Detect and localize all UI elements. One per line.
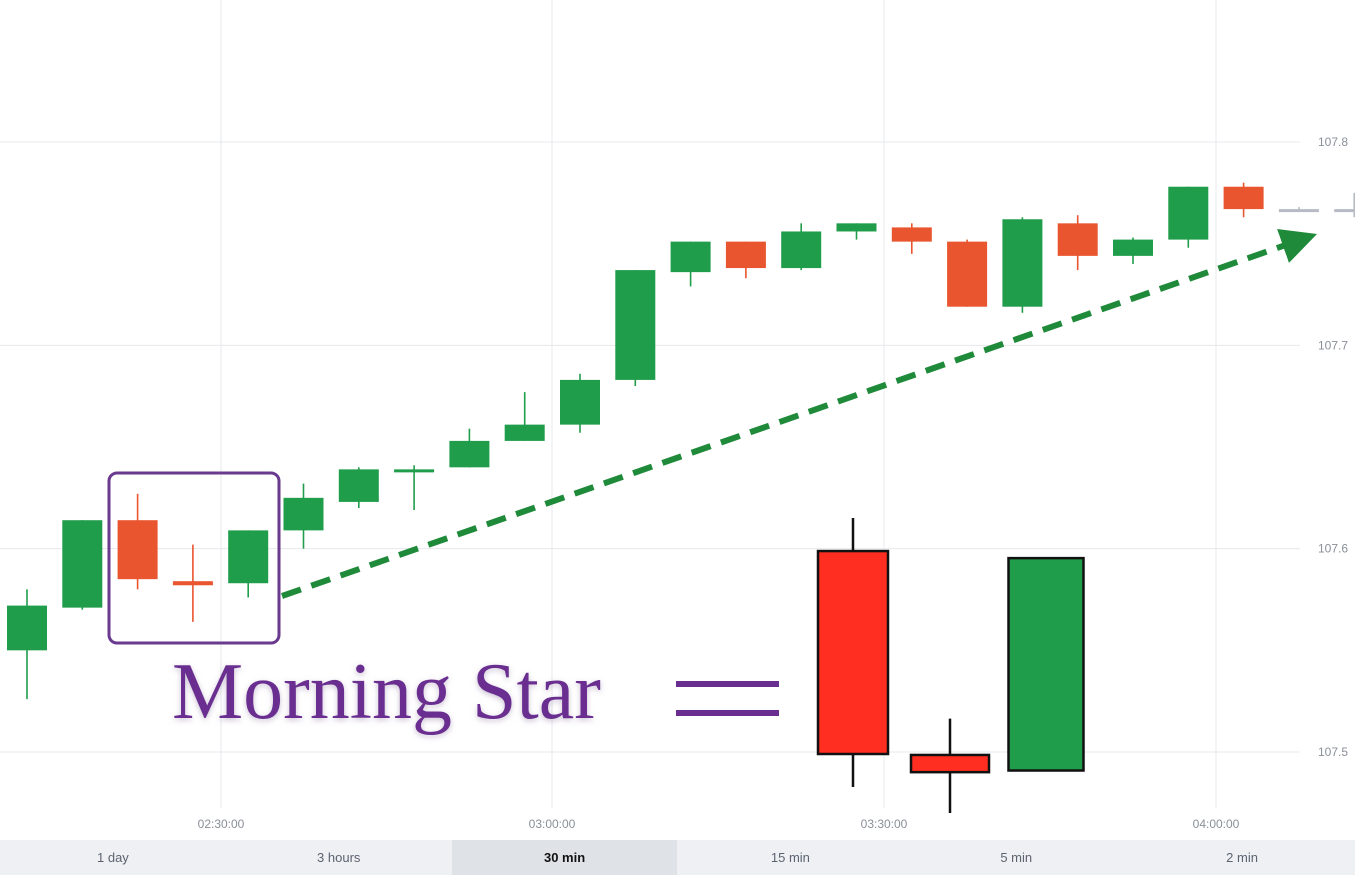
x-tick-label: 02:30:00 xyxy=(198,817,245,831)
y-tick-label: 107.6 xyxy=(1318,542,1348,556)
candle xyxy=(504,392,545,441)
candle-body xyxy=(891,227,932,242)
trend-arrow xyxy=(281,228,1317,599)
candle xyxy=(560,373,600,433)
y-tick-label: 107.5 xyxy=(1318,745,1348,759)
candle xyxy=(7,589,47,700)
candle xyxy=(725,241,766,279)
candle xyxy=(670,241,711,287)
equals-sign xyxy=(676,681,779,716)
candle xyxy=(283,483,324,549)
candle xyxy=(947,239,988,307)
candle-body xyxy=(781,231,822,269)
pattern-candle-bearish xyxy=(816,518,890,788)
pattern-body xyxy=(909,753,991,774)
tab-15-min[interactable]: 15 min xyxy=(770,850,810,865)
candle-body xyxy=(1168,186,1209,240)
candle xyxy=(338,467,379,508)
candle-body xyxy=(615,270,656,380)
candle-body xyxy=(504,424,545,441)
candle xyxy=(781,223,822,271)
y-tick-label: 107.8 xyxy=(1318,135,1348,149)
candle-body xyxy=(836,223,877,232)
candle xyxy=(1223,182,1264,218)
candle-body xyxy=(1113,239,1153,256)
tab-30-min[interactable]: 30 min xyxy=(451,840,678,875)
morning-star-diagram xyxy=(816,518,1085,813)
y-tick-label: 107.7 xyxy=(1318,338,1348,352)
candle xyxy=(615,270,656,386)
x-tick-label: 03:30:00 xyxy=(861,817,908,831)
candle xyxy=(449,428,490,468)
pattern-body xyxy=(1007,556,1085,772)
candle xyxy=(1334,192,1355,218)
timeframe-bar: 1 day 3 hours 30 min 15 min 5 min 2 min xyxy=(0,840,1355,875)
candle xyxy=(1057,215,1098,271)
candle-body xyxy=(725,241,766,269)
candle-body xyxy=(1334,209,1355,213)
candle-body xyxy=(1278,209,1319,213)
candle-body xyxy=(338,469,379,502)
candle-body xyxy=(1002,219,1043,307)
candle-layer xyxy=(7,182,1355,700)
candle-body xyxy=(283,497,324,531)
candle xyxy=(836,223,877,240)
candle xyxy=(394,465,435,511)
candle-body xyxy=(394,469,435,473)
grid-layer xyxy=(0,0,1300,808)
candle-body xyxy=(62,520,103,608)
axis-layer: 107.8 107.7 107.6 107.5 02:30:00 03:00:00 03:3… xyxy=(198,135,1349,831)
candle-body xyxy=(1057,223,1098,256)
candle-body xyxy=(449,440,490,468)
candle xyxy=(891,223,932,254)
candle xyxy=(1113,237,1153,264)
pattern-candle-bullish xyxy=(1007,556,1085,772)
candlestick-chart: Morning Star 107.8 107.7 107.6 107.5 02:30:0… xyxy=(0,0,1355,831)
candle-body xyxy=(560,379,600,425)
pattern-candle-doji xyxy=(909,718,991,813)
candle-body xyxy=(228,530,269,584)
tab-1-day[interactable]: 1 day xyxy=(97,850,129,865)
pattern-body xyxy=(816,549,890,756)
candle xyxy=(228,530,269,598)
candle xyxy=(172,544,213,622)
tab-2-min[interactable]: 2 min xyxy=(1226,850,1258,865)
tab-5-min[interactable]: 5 min xyxy=(1000,850,1033,865)
candle-body xyxy=(1223,186,1264,210)
candle-body xyxy=(7,605,47,651)
candle xyxy=(1278,207,1319,213)
pattern-label: Morning Star xyxy=(172,648,601,736)
x-tick-label: 04:00:00 xyxy=(1193,817,1240,831)
candle-body xyxy=(947,241,988,307)
pattern-highlight-box xyxy=(107,471,281,645)
annotation-layer: Morning Star xyxy=(107,228,1317,813)
candle-body xyxy=(117,520,158,580)
candle xyxy=(117,493,158,590)
tab-3-hours[interactable]: 3 hours xyxy=(317,850,361,865)
candle xyxy=(1002,217,1043,313)
x-tick-label: 03:00:00 xyxy=(529,817,576,831)
candle-body xyxy=(172,581,213,586)
candle xyxy=(1168,186,1209,248)
candle-body xyxy=(670,241,711,273)
candle xyxy=(62,520,103,610)
